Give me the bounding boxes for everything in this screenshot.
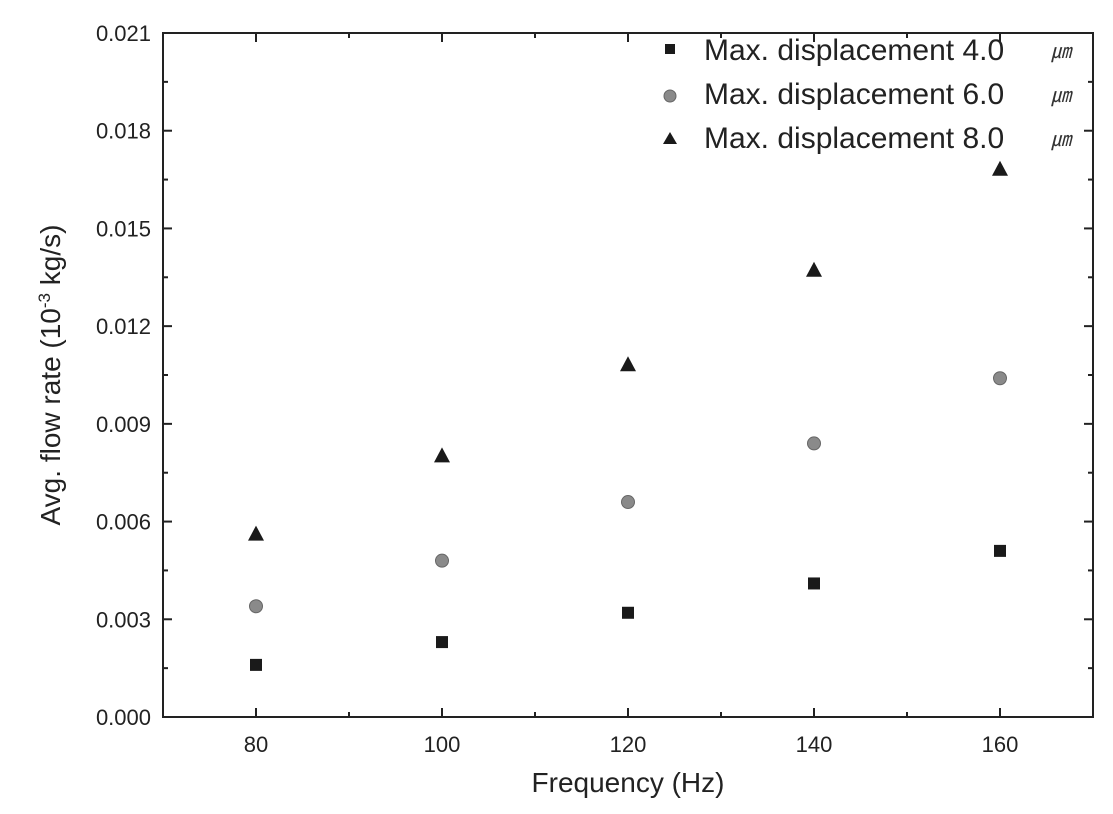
data-point-series-3 <box>992 160 1008 176</box>
data-point-series-3 <box>806 261 822 277</box>
x-tick-label: 120 <box>610 732 647 757</box>
y-tick-label: 0.003 <box>96 607 151 632</box>
y-tick-label: 0.015 <box>96 216 151 241</box>
data-point-series-1 <box>994 544 1006 557</box>
y-axis-title: Avg. flow rate (10-3 kg/s) <box>35 225 66 526</box>
data-point-series-2 <box>993 371 1007 386</box>
y-tick-label: 0.009 <box>96 412 151 437</box>
data-point-series-1 <box>250 658 262 671</box>
x-tick-label: 100 <box>424 732 461 757</box>
data-point-series-3 <box>620 356 636 372</box>
y-tick-label: 0.018 <box>96 119 151 144</box>
data-point-series-2 <box>621 495 635 510</box>
data-point-series-3 <box>248 525 264 541</box>
x-tick-label: 140 <box>796 732 833 757</box>
y-axis-title-tail: kg/s) <box>35 225 66 293</box>
data-point-series-3 <box>434 447 450 463</box>
data-point-series-1 <box>808 577 820 590</box>
data-point-series-1 <box>622 606 634 619</box>
axis-ticks <box>162 32 1094 718</box>
data-point-series-2 <box>435 553 449 568</box>
axis-tick-labels: 80 100 120 140 160 0.000 0.003 0.006 0.009 0.012 0… <box>96 21 1018 757</box>
legend-unit-series-2: ㎛ <box>1051 85 1073 107</box>
legend-marker-circle <box>663 89 677 103</box>
data-markers <box>248 160 1008 671</box>
legend-label-series-1: Max. displacement 4.0 <box>704 34 1004 67</box>
legend-unit-series-3: ㎛ <box>1051 129 1073 151</box>
x-axis-title: Frequency (Hz) <box>532 767 725 798</box>
data-point-series-2 <box>807 436 821 451</box>
y-tick-label: 0.012 <box>96 314 151 339</box>
legend-label-series-2: Max. displacement 6.0 <box>704 78 1004 111</box>
x-tick-label: 80 <box>244 732 268 757</box>
y-tick-label: 0.000 <box>96 705 151 730</box>
data-point-series-1 <box>436 636 448 649</box>
y-axis-title-exponent: -3 <box>35 293 54 308</box>
legend-marker-triangle <box>663 132 677 144</box>
legend-marker-square <box>665 44 675 54</box>
legend-label-series-3: Max. displacement 8.0 <box>704 122 1004 155</box>
y-tick-label: 0.021 <box>96 21 151 46</box>
y-axis-title-main: Avg. flow rate (10 <box>35 308 66 525</box>
legend-unit-series-1: ㎛ <box>1051 41 1073 63</box>
y-tick-label: 0.006 <box>96 510 151 535</box>
data-point-series-2 <box>249 599 263 614</box>
x-tick-label: 160 <box>982 732 1019 757</box>
legend: Max. displacement 4.0 ㎛ Max. displacemen… <box>663 34 1073 155</box>
